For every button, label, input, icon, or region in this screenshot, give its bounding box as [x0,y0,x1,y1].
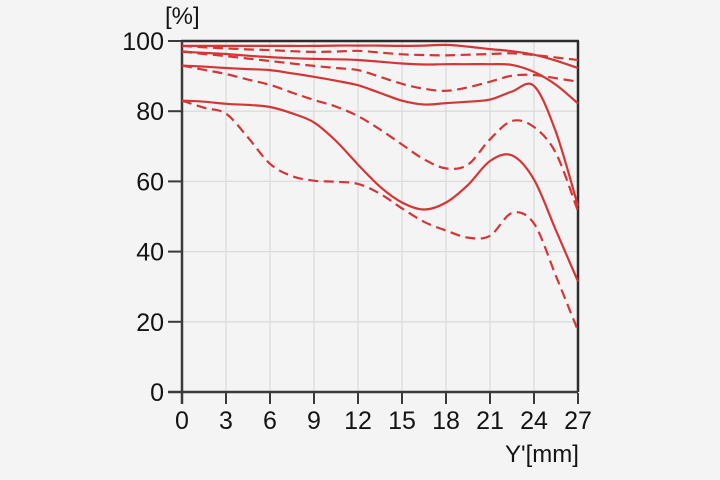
x-tick-label: 3 [219,407,233,435]
y-axis-unit-label: [%] [165,3,200,30]
y-tick-label: 20 [136,309,164,337]
x-tick-label: 15 [388,407,416,435]
curve-3-solid [181,64,580,207]
x-tick-label: 18 [432,407,460,435]
x-axis-label: Y'[mm] [505,441,579,468]
x-tick-label: 9 [307,407,321,435]
x-tick-label: 24 [520,407,548,435]
y-tick-label: 40 [136,239,164,267]
y-tick-label: 0 [150,379,164,407]
curve-4-solid [181,99,580,282]
x-tick-label: 21 [476,407,504,435]
y-tick-label: 80 [136,98,164,126]
curve-1-dashed [181,44,579,62]
y-tick-label: 60 [136,168,164,196]
x-tick-label: 27 [564,407,592,435]
x-tick-label: 12 [344,407,372,435]
curve-2-dashed [181,50,579,92]
curve-1-solid [182,43,579,70]
y-tick-label: 100 [122,28,164,56]
x-tick-label: 6 [263,407,277,435]
curve-3-dashed [181,64,580,212]
curve-4-dashed [181,99,580,332]
x-tick-label: 0 [175,407,189,435]
curve-2-solid [181,50,579,105]
